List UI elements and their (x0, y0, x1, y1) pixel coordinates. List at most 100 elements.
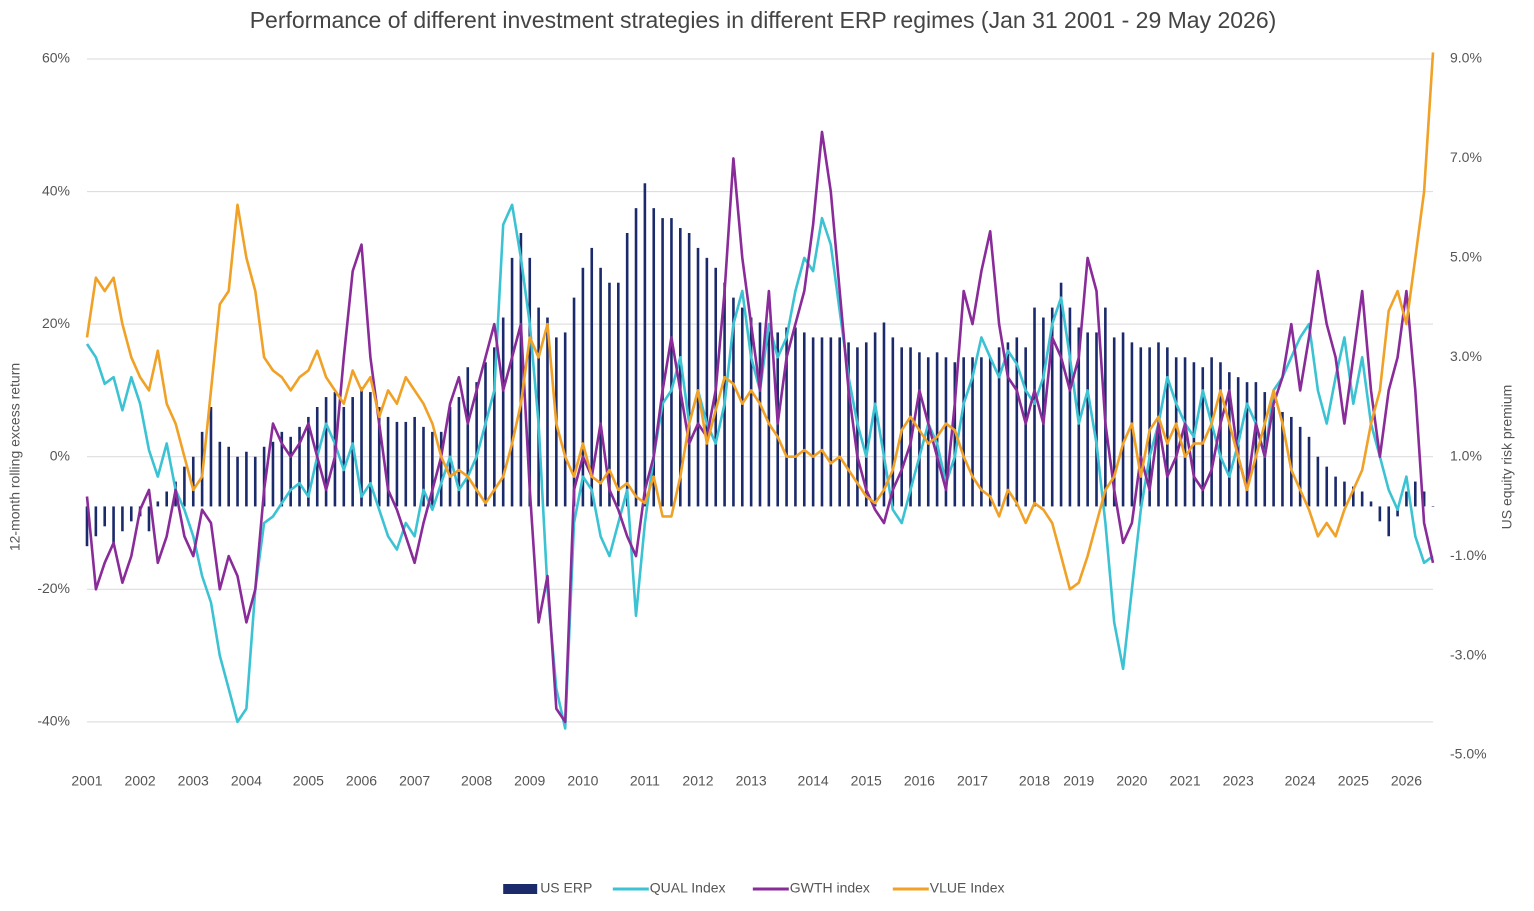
bar (209, 407, 213, 507)
bar (864, 342, 868, 507)
x-tick-label: 2018 (1019, 773, 1050, 789)
bar (873, 332, 877, 507)
line (85, 52, 1435, 591)
bar (1006, 342, 1010, 507)
x-tick-label: 2016 (904, 773, 935, 789)
y2-axis-label: US equity risk premium (1499, 385, 1515, 530)
bar (732, 297, 735, 507)
bar (749, 317, 753, 507)
bar (183, 466, 186, 507)
x-tick-label: 2001 (71, 773, 102, 789)
y2-tick-label: 3.0% (1450, 348, 1482, 364)
y-axis-label: 12-month rolling excess return (7, 363, 23, 551)
bar (1360, 491, 1364, 507)
bar (1050, 307, 1054, 507)
bar (599, 267, 602, 507)
bar (802, 332, 806, 507)
bar (679, 228, 682, 507)
bar (1378, 506, 1382, 522)
bar (413, 416, 416, 507)
bar (811, 337, 815, 507)
bar (1148, 347, 1151, 507)
x-tick-label: 2005 (293, 773, 324, 789)
x-tick-label: 2003 (178, 773, 209, 789)
bar (1316, 456, 1320, 507)
bar (900, 347, 903, 507)
x-tick-label: 2023 (1223, 773, 1254, 789)
bar (1387, 506, 1391, 537)
x-tick-label: 2015 (851, 773, 882, 789)
y-tick-label: 40% (42, 182, 70, 198)
x-tick-label: 2017 (957, 773, 988, 789)
bar (563, 332, 567, 507)
bar (1245, 382, 1249, 507)
bar (767, 327, 771, 507)
y2-tick-label: 5.0% (1450, 249, 1482, 265)
y2-tick-label: 7.0% (1450, 149, 1482, 165)
bar (1422, 491, 1426, 507)
bar (1228, 372, 1231, 507)
bar (971, 357, 974, 507)
bar (891, 337, 895, 507)
x-tick-label: 2012 (682, 773, 713, 789)
bar (298, 426, 301, 507)
line (85, 130, 1435, 724)
y-tick-label: 0% (50, 447, 70, 463)
bar (245, 451, 248, 507)
y2-tick-label: -5.0% (1450, 746, 1487, 762)
bar (1413, 481, 1417, 507)
bar (431, 431, 434, 507)
legend-label: QUAL Index (650, 880, 726, 896)
bar (794, 327, 797, 507)
legend-label: VLUE Index (930, 880, 1005, 896)
bar (1405, 491, 1408, 507)
bar (617, 282, 620, 507)
legend-label: GWTH index (790, 880, 870, 896)
bar (360, 387, 363, 507)
y-tick-label: 20% (42, 315, 70, 331)
bar (156, 501, 160, 507)
bar (165, 491, 168, 507)
x-tick-label: 2002 (125, 773, 156, 789)
bar (608, 282, 611, 507)
y-tick-label: -40% (37, 713, 70, 729)
bar (670, 218, 673, 507)
bar (572, 297, 576, 507)
bar (980, 357, 983, 507)
bar (634, 208, 638, 507)
x-tick-label: 2024 (1285, 773, 1316, 789)
bar (1015, 337, 1019, 507)
x-tick-label: 2011 (630, 773, 660, 789)
bar (847, 342, 850, 507)
bar (1281, 411, 1284, 507)
bar (475, 382, 478, 507)
bar (1201, 367, 1205, 507)
bar (129, 506, 133, 522)
bar (1068, 307, 1072, 507)
bar (1121, 332, 1125, 507)
bar (1431, 506, 1435, 507)
bar (519, 233, 523, 507)
bar (962, 357, 965, 507)
bar (820, 337, 824, 507)
bar (1325, 466, 1329, 507)
x-tick-label: 2009 (514, 773, 545, 789)
bar (1112, 337, 1116, 507)
bar (510, 257, 514, 507)
bar (1307, 436, 1311, 507)
bar (422, 426, 425, 507)
bar (351, 397, 354, 507)
y2-tick-label: -1.0% (1450, 547, 1487, 563)
bar (404, 421, 408, 507)
bar (395, 421, 399, 507)
bar (1219, 362, 1222, 507)
bar (369, 392, 372, 507)
bar (1183, 357, 1187, 507)
bar (1095, 332, 1098, 507)
x-tick-label: 2020 (1116, 773, 1147, 789)
bar (625, 233, 629, 507)
bar (838, 337, 841, 507)
bar (253, 456, 257, 507)
bar (342, 407, 346, 507)
bar (997, 347, 1001, 507)
